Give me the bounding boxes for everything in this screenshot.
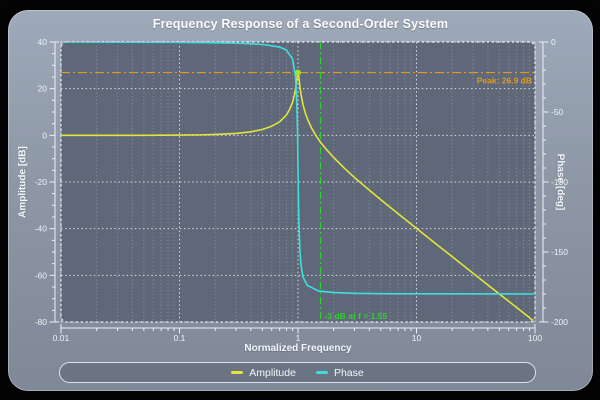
y-right-tick-label: -50: [551, 107, 564, 117]
y-left-tick-label: -40: [35, 224, 48, 234]
y-left-axis-title: Amplitude [dB]: [17, 146, 29, 218]
amplitude-legend-swatch: [231, 371, 244, 374]
x-axis: [60, 324, 536, 329]
y-right-axis-title: Phase [deg]: [554, 153, 566, 211]
amplitude-legend-label: Amplitude: [249, 366, 296, 379]
phase-curve: [61, 42, 535, 295]
cutoff-label: -3 dB at f = 1.55: [325, 311, 388, 321]
y-left-tick-label: -60: [35, 270, 48, 280]
plot-border: [60, 41, 536, 323]
legend-item-amplitude[interactable]: Amplitude: [231, 367, 296, 379]
y-right-tick-label: -150: [551, 247, 568, 257]
x-tick-label: 100: [528, 333, 542, 343]
y-right-tick-label: -100: [551, 177, 568, 187]
y-left-tick-label: 0: [42, 130, 47, 140]
y-right-tick-label: -200: [551, 317, 568, 327]
x-tick-label: 0.1: [174, 333, 186, 343]
y-left-tick-label: -20: [35, 177, 48, 187]
phase-legend-label: Phase: [333, 366, 364, 379]
legend-item-phase[interactable]: Phase: [315, 366, 364, 379]
chart-window: Frequency Response of a Second-Order Sys…: [8, 10, 593, 391]
phase-legend-swatch: [315, 371, 328, 374]
y-right-tick-label: 0: [551, 37, 556, 47]
chart-title: Frequency Response of a Second-Order Sys…: [152, 17, 449, 31]
x-axis-title: Normalized Frequency: [244, 343, 352, 354]
x-tick-label: 0.01: [53, 333, 70, 343]
x-tick-label: 1: [296, 333, 301, 343]
y-left-tick-label: 40: [38, 37, 48, 47]
peak-marker: [295, 69, 301, 76]
peak-label: Peak: 26.9 dB: [477, 76, 532, 86]
y-left-tick-label: 20: [38, 84, 48, 94]
y-left-axis: [54, 41, 59, 323]
x-tick-label: 10: [412, 333, 422, 343]
amplitude-curve: [61, 71, 535, 322]
legend: Amplitude Phase: [59, 362, 536, 383]
y-right-axis: [539, 41, 544, 323]
y-left-tick-label: -80: [35, 317, 48, 327]
chart-plot-svg: Peak: 26.9 dB -3 dB at f = 1.55 40 20 0 -20 -4…: [35, 37, 569, 343]
